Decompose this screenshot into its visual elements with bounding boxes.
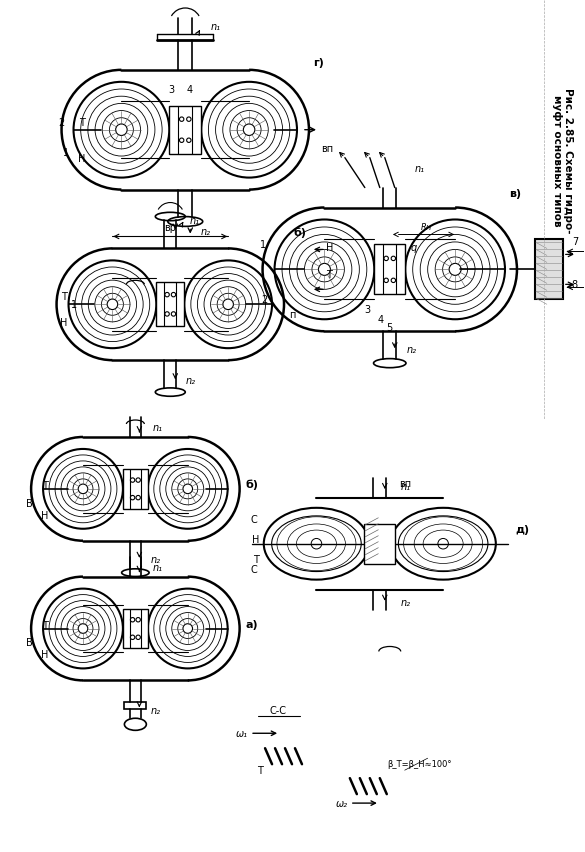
Circle shape bbox=[384, 257, 388, 262]
Bar bbox=[123, 609, 148, 648]
Circle shape bbox=[130, 478, 135, 483]
Text: д): д) bbox=[516, 524, 530, 534]
Text: n₁: n₁ bbox=[189, 216, 199, 227]
Text: C: C bbox=[250, 564, 257, 574]
Bar bbox=[123, 469, 148, 509]
Text: T: T bbox=[42, 481, 48, 490]
Text: вр: вр bbox=[164, 223, 176, 233]
Text: B: B bbox=[26, 638, 33, 648]
Bar bbox=[156, 283, 184, 327]
Circle shape bbox=[171, 293, 176, 297]
Text: г): г) bbox=[314, 58, 324, 68]
Text: вп: вп bbox=[321, 143, 333, 153]
Circle shape bbox=[130, 496, 135, 500]
Circle shape bbox=[130, 618, 135, 622]
Text: n₂: n₂ bbox=[407, 345, 417, 354]
Circle shape bbox=[136, 618, 140, 622]
Text: n₂: n₂ bbox=[185, 376, 195, 386]
Text: β_T=β_H≈100°: β_T=β_H≈100° bbox=[387, 759, 452, 768]
Text: Рис. 2.85. Схемы гидро-
муфт основных типов: Рис. 2.85. Схемы гидро- муфт основных ти… bbox=[552, 88, 573, 233]
Text: H: H bbox=[42, 510, 49, 521]
Text: 7: 7 bbox=[572, 237, 578, 247]
Text: T: T bbox=[257, 765, 263, 775]
Circle shape bbox=[438, 538, 449, 550]
Text: H: H bbox=[252, 534, 260, 544]
Text: 2: 2 bbox=[261, 295, 268, 305]
Text: H: H bbox=[42, 650, 49, 659]
Bar bbox=[125, 703, 146, 710]
Text: n₁: n₁ bbox=[210, 22, 220, 32]
Text: n₁: n₁ bbox=[401, 481, 411, 492]
Circle shape bbox=[180, 118, 184, 122]
Text: 1: 1 bbox=[70, 300, 77, 310]
Text: T: T bbox=[253, 554, 259, 564]
Text: T: T bbox=[61, 292, 67, 302]
Text: ω₂: ω₂ bbox=[336, 798, 348, 809]
Circle shape bbox=[187, 139, 191, 143]
Text: 4: 4 bbox=[187, 85, 193, 95]
Circle shape bbox=[384, 279, 388, 283]
Text: п: п bbox=[289, 310, 295, 320]
Circle shape bbox=[136, 478, 140, 483]
Text: Rн: Rн bbox=[421, 222, 432, 232]
Circle shape bbox=[311, 538, 322, 550]
Text: H: H bbox=[60, 318, 67, 328]
Text: б): б) bbox=[246, 479, 259, 490]
Text: H: H bbox=[78, 153, 85, 164]
Text: 8: 8 bbox=[572, 280, 578, 290]
Circle shape bbox=[78, 624, 88, 634]
Text: n₁: n₁ bbox=[152, 562, 162, 572]
Circle shape bbox=[243, 124, 255, 136]
Bar bbox=[535, 240, 563, 300]
Text: q: q bbox=[411, 243, 417, 253]
Text: 3: 3 bbox=[168, 85, 175, 95]
Circle shape bbox=[180, 139, 184, 143]
Circle shape bbox=[130, 636, 135, 640]
Text: 5: 5 bbox=[387, 322, 393, 332]
Circle shape bbox=[136, 636, 140, 640]
Text: B: B bbox=[26, 498, 33, 509]
Text: T: T bbox=[326, 270, 332, 280]
Circle shape bbox=[165, 313, 169, 317]
Circle shape bbox=[107, 300, 118, 310]
Text: n₂: n₂ bbox=[401, 597, 411, 607]
Text: T: T bbox=[78, 118, 84, 128]
Text: n₁: n₁ bbox=[415, 164, 425, 174]
Circle shape bbox=[187, 118, 191, 122]
Circle shape bbox=[165, 293, 169, 297]
Text: n₂: n₂ bbox=[200, 227, 210, 237]
Circle shape bbox=[136, 496, 140, 500]
Text: 2: 2 bbox=[58, 118, 65, 128]
Text: в): в) bbox=[509, 188, 521, 199]
Text: n₂: n₂ bbox=[150, 554, 160, 564]
Text: 1: 1 bbox=[63, 147, 68, 158]
Circle shape bbox=[223, 300, 233, 310]
Text: 3: 3 bbox=[365, 305, 371, 315]
Bar bbox=[169, 106, 201, 154]
Circle shape bbox=[183, 485, 192, 494]
Text: а): а) bbox=[246, 619, 258, 629]
Circle shape bbox=[171, 313, 176, 317]
Text: T: T bbox=[42, 619, 48, 630]
Circle shape bbox=[391, 279, 395, 283]
Circle shape bbox=[449, 264, 461, 276]
Bar bbox=[374, 245, 405, 295]
Circle shape bbox=[318, 264, 331, 276]
Text: C-C: C-C bbox=[270, 705, 287, 716]
Text: вп: вп bbox=[398, 478, 411, 488]
Text: H: H bbox=[326, 243, 333, 253]
Circle shape bbox=[183, 624, 192, 634]
Text: ω₁: ω₁ bbox=[236, 728, 248, 739]
Circle shape bbox=[116, 124, 127, 136]
Circle shape bbox=[391, 257, 395, 262]
Text: n₁: n₁ bbox=[152, 423, 162, 433]
Circle shape bbox=[78, 485, 88, 494]
Text: C: C bbox=[250, 514, 257, 524]
Text: n₂: n₂ bbox=[150, 705, 160, 716]
Text: б): б) bbox=[294, 227, 307, 238]
Text: 4: 4 bbox=[378, 315, 384, 325]
Text: 1: 1 bbox=[260, 240, 266, 250]
Bar bbox=[364, 524, 395, 564]
